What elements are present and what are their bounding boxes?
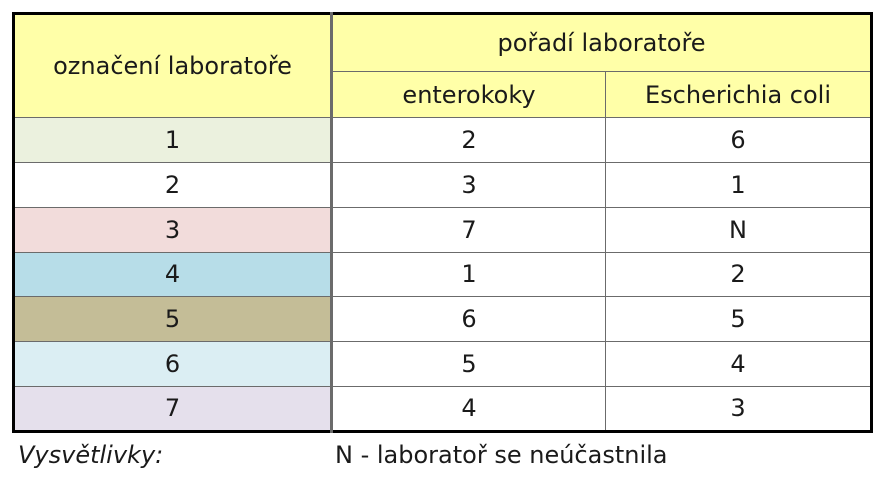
header-row-1: označení laboratoře pořadí laboratoře (13, 13, 872, 118)
lab-id-cell: 5 (13, 296, 333, 343)
ecoli-rank-cell: 2 (605, 251, 872, 298)
enterococci-rank-cell: 7 (331, 206, 606, 253)
enterococci-rank-cell: 4 (331, 386, 606, 432)
lab-id-cell: 1 (13, 117, 333, 163)
ecoli-rank-cell: 6 (605, 117, 872, 163)
enterococci-rank-cell: 6 (331, 296, 606, 343)
results-table: označení laboratoře pořadí laboratoře en… (12, 12, 873, 433)
ecoli-rank-cell: 3 (605, 386, 872, 432)
ecoli-rank-cell: 4 (605, 341, 872, 388)
ecoli-rank-cell: 5 (605, 296, 872, 343)
enterococci-rank-cell: 1 (331, 251, 606, 298)
enterococci-rank-cell: 2 (331, 117, 606, 163)
lab-id-cell: 3 (13, 206, 333, 253)
header-enterococci: enterokoky (331, 71, 606, 118)
legend-note: N - laboratoř se neúčastnila (335, 441, 668, 469)
header-row-2: enterokoky Escherichia coli (14, 71, 872, 118)
header-lab-label: označení laboratoře (13, 13, 333, 118)
lab-id-cell: 6 (13, 341, 333, 388)
legend-title: Vysvětlivky: (18, 441, 164, 469)
lab-id-cell: 7 (13, 386, 333, 432)
lab-id-cell: 4 (13, 251, 333, 298)
enterococci-rank-cell: 3 (331, 161, 606, 208)
ecoli-rank-cell: N (605, 206, 872, 253)
ecoli-rank-cell: 1 (605, 161, 872, 208)
header-ecoli: Escherichia coli (605, 71, 872, 118)
lab-id-cell: 2 (13, 161, 333, 208)
enterococci-rank-cell: 5 (331, 341, 606, 388)
header-rank-label: pořadí laboratoře (331, 13, 872, 72)
